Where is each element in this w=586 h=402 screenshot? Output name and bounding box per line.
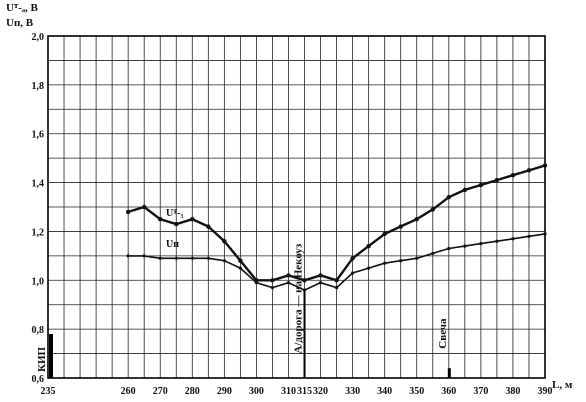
series-label-up: Uп: [166, 239, 179, 250]
data-point-ut3: [174, 221, 179, 227]
data-point-up: [190, 256, 194, 260]
x-axis-ticks: 235 260 270 280 290 300 310 315 320 330 340 350 360 3…: [41, 386, 553, 397]
data-point-ut3: [190, 217, 195, 222]
y-tick-label: 1,0: [32, 276, 45, 287]
data-point-ut3: [350, 256, 355, 261]
data-point-ut3: [334, 278, 339, 283]
data-point-up: [334, 286, 339, 290]
data-point-ut3: [510, 173, 516, 178]
x-tick-label: 260: [121, 386, 136, 397]
x-axis-label: L, м: [552, 379, 573, 391]
data-point-ut3: [238, 258, 243, 263]
y-tick-label: 1,6: [32, 130, 45, 141]
data-point-ut3: [414, 217, 419, 222]
grid: [48, 36, 545, 378]
data-point-ut3: [526, 168, 532, 173]
kip-marker: [49, 334, 53, 378]
x-tick-label: 270: [153, 386, 168, 397]
x-tick-label: 340: [377, 386, 392, 397]
data-point-ut3: [430, 207, 435, 212]
y-tick-label: 1,8: [32, 81, 45, 92]
x-tick-label: 370: [473, 386, 488, 397]
data-point-up: [158, 256, 162, 260]
data-point-ut3: [478, 182, 484, 188]
x-tick-label: 280: [185, 386, 200, 397]
data-point-up: [399, 259, 403, 263]
x-tick-label: 315: [297, 386, 312, 397]
x-tick-label: 360: [441, 386, 456, 397]
data-point-up: [447, 246, 451, 251]
data-point-up: [318, 281, 323, 285]
data-point-up: [479, 242, 483, 246]
data-point-ut3: [462, 187, 468, 193]
y-tick-label: 1,4: [32, 179, 45, 190]
data-point-ut3: [206, 224, 211, 229]
y-tick-label: 0,8: [32, 325, 45, 336]
data-point-ut3: [398, 224, 403, 229]
data-point-up: [206, 256, 210, 260]
data-point-ut3: [318, 273, 323, 278]
data-point-ut3: [158, 217, 163, 222]
data-point-up: [463, 244, 467, 248]
data-point-up: [222, 259, 226, 263]
plot-frame: [47, 35, 546, 379]
y-axis-ticks: 0,6 0,8 1,0 1,2 1,4 1,6 1,8 2,0: [32, 32, 45, 385]
data-point-up: [511, 237, 515, 241]
data-point-ut3: [125, 209, 131, 215]
data-point-ut3: [366, 243, 371, 249]
data-point-up: [174, 256, 178, 260]
data-point-ut3: [494, 177, 500, 183]
data-point-ut3: [542, 163, 548, 168]
data-point-up: [270, 286, 275, 290]
data-point-up: [415, 256, 419, 260]
annotations: КИП А/дорога — на Некоуз Свеча: [36, 243, 451, 378]
data-point-up: [351, 271, 355, 275]
data-point-ut3: [446, 195, 452, 200]
data-point-up: [238, 266, 242, 270]
data-point-ut3: [270, 278, 275, 283]
annotation-label: А/дорога — на Некоуз: [293, 243, 305, 353]
x-tick-label: 350: [409, 386, 424, 397]
x-tick-label: 390: [538, 386, 553, 397]
data-point-up: [126, 254, 130, 258]
data-point-up: [495, 239, 499, 243]
y-tick-label: 2,0: [32, 32, 45, 43]
data-point-up: [431, 251, 435, 256]
x-tick-label: 290: [217, 386, 232, 397]
data-point-up: [383, 261, 387, 265]
data-point-ut3: [302, 278, 307, 283]
plot-border: [47, 35, 546, 379]
annotation-label: Свеча: [437, 318, 449, 349]
series-group: [125, 163, 548, 292]
series-label-ut3: Uᵀ‑₃: [166, 208, 183, 219]
data-point-up: [142, 254, 146, 258]
data-point-up: [286, 281, 291, 285]
data-point-ut3: [286, 273, 291, 278]
y-tick-label: 1,2: [32, 227, 45, 238]
data-point-up: [367, 266, 371, 270]
data-point-ut3: [382, 231, 387, 237]
data-point-ut3: [141, 204, 147, 210]
svecha-marker: [447, 368, 451, 378]
data-point-up: [254, 281, 259, 285]
x-tick-label: 310: [281, 386, 296, 397]
x-tick-label: 235: [41, 386, 56, 397]
data-point-ut3: [222, 239, 227, 244]
y-axis-label-line1: Uᵀ‑ₐ, В: [6, 2, 39, 14]
data-point-up: [543, 232, 547, 236]
x-tick-label: 300: [249, 386, 264, 397]
data-point-up: [527, 234, 531, 238]
y-tick-label: 0,6: [32, 374, 45, 385]
x-tick-label: 320: [313, 386, 328, 397]
annotation-label: КИП: [36, 346, 48, 372]
y-axis-label-line2: Uп, В: [6, 17, 34, 29]
x-tick-label: 330: [345, 386, 360, 397]
x-tick-label: 380: [505, 386, 520, 397]
